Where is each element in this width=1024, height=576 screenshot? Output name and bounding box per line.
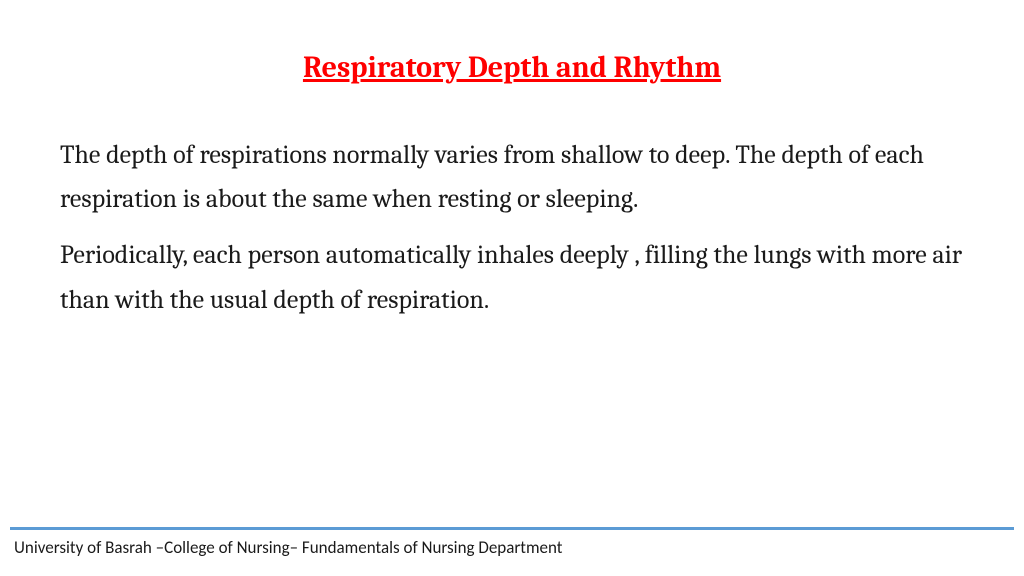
slide-container: Respiratory Depth and Rhythm The depth o… bbox=[0, 0, 1024, 576]
body-paragraph-2: Periodically, each person automatically … bbox=[60, 233, 964, 321]
body-paragraph-1: The depth of respirations normally varie… bbox=[60, 133, 964, 221]
footer-divider bbox=[10, 527, 1014, 530]
slide-title: Respiratory Depth and Rhythm bbox=[60, 50, 964, 85]
footer-text: University of Basrah –College of Nursing… bbox=[14, 537, 562, 558]
